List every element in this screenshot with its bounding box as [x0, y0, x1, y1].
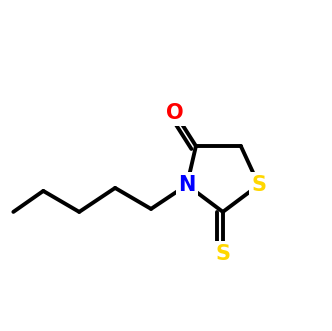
- Text: S: S: [251, 175, 266, 195]
- Text: N: N: [178, 175, 196, 195]
- Text: S: S: [215, 244, 230, 264]
- Text: O: O: [166, 103, 184, 123]
